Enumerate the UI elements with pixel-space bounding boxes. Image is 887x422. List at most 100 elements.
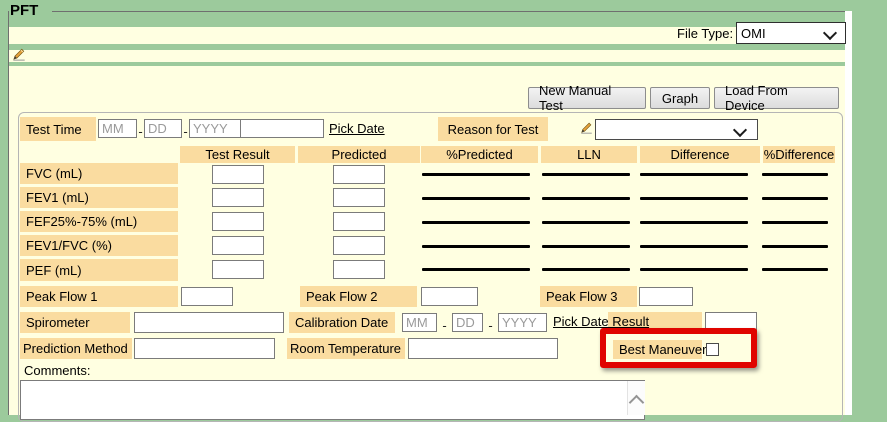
chevron-down-icon [732, 122, 748, 138]
row-label-fvc: FVC (mL) [20, 163, 178, 184]
pef-predicted-input[interactable] [333, 260, 385, 279]
empty-value-dash [762, 173, 828, 176]
comments-textarea[interactable] [20, 380, 645, 420]
date-separator: - [138, 124, 143, 139]
empty-value-dash [422, 173, 530, 176]
pick-date-result-link[interactable]: Pick Date Result [553, 314, 650, 329]
header-text: LLN [577, 147, 601, 162]
header-text: %Predicted [446, 147, 513, 162]
fvc-test-result-input[interactable] [212, 165, 264, 184]
col-header-pct-predicted: %Predicted [421, 146, 538, 163]
chevron-down-icon [822, 25, 838, 41]
load-from-device-button[interactable]: Load From Device [714, 83, 839, 113]
test-time-label: Test Time [20, 117, 96, 141]
prediction-method-text: Prediction Method [23, 341, 128, 356]
spirometer-input[interactable] [134, 312, 284, 333]
row-label-text: FEF25%-75% (mL) [26, 214, 138, 229]
row-label-fev1: FEV1 (mL) [20, 187, 178, 208]
header-text: Test Result [205, 147, 270, 162]
pick-date-link[interactable]: Pick Date [329, 121, 385, 136]
date-separator: - [442, 318, 447, 333]
pick-date-result-input[interactable] [705, 312, 757, 333]
graph-button[interactable]: Graph [650, 87, 710, 109]
fev1-predicted-input[interactable] [333, 188, 385, 207]
fieldset-border-left [8, 11, 9, 415]
test-day-input[interactable] [144, 119, 182, 138]
row-label-fef25-75: FEF25%-75% (mL) [20, 211, 178, 232]
empty-value-dash [542, 221, 630, 224]
pef-test-result-input[interactable] [212, 260, 264, 279]
col-header-test-result: Test Result [180, 146, 295, 163]
empty-value-dash [542, 173, 630, 176]
empty-value-dash [542, 197, 630, 200]
empty-value-dash [640, 197, 748, 200]
comments-scrollbar[interactable] [627, 381, 645, 415]
row-label-text: FEV1 (mL) [26, 190, 89, 205]
peak-flow-2-label: Peak Flow 2 [300, 286, 417, 307]
room-temperature-input[interactable] [408, 338, 558, 359]
room-temperature-label: Room Temperature [287, 338, 405, 359]
best-maneuver-label: Best Maneuver [613, 340, 706, 359]
calibration-month-input[interactable] [402, 313, 437, 332]
empty-value-dash [422, 221, 530, 224]
calibration-date-label: Calibration Date [289, 312, 395, 333]
row-label-text: PEF (mL) [26, 262, 82, 278]
new-manual-test-button[interactable]: New Manual Test [528, 83, 646, 113]
empty-value-dash [762, 268, 828, 271]
graph-label: Graph [661, 90, 699, 106]
col-header-predicted: Predicted [298, 146, 420, 163]
fef25-75-predicted-input[interactable] [333, 212, 385, 231]
peak-flow-3-text: Peak Flow 3 [546, 289, 618, 304]
file-type-select[interactable]: OMI [736, 22, 846, 44]
test-time-text: Test Time [26, 121, 82, 137]
spirometer-label: Spirometer [20, 312, 130, 333]
peak-flow-2-input[interactable] [421, 287, 478, 306]
prediction-method-label: Prediction Method [20, 338, 132, 359]
fef25-75-test-result-input[interactable] [212, 212, 264, 231]
file-type-value: OMI [741, 25, 766, 41]
edit-icon[interactable] [12, 47, 26, 61]
empty-value-dash [640, 221, 748, 224]
empty-value-dash [542, 268, 630, 271]
empty-value-dash [422, 245, 530, 248]
pick-date-result-bg [608, 312, 702, 333]
edit-icon[interactable] [580, 121, 593, 134]
peak-flow-1-label: Peak Flow 1 [20, 286, 178, 307]
load-from-device-label: Load From Device [725, 83, 788, 113]
fev1-fvc-test-result-input[interactable] [212, 236, 264, 255]
right-gutter [845, 11, 852, 415]
fvc-predicted-input[interactable] [333, 165, 385, 184]
test-time-input[interactable] [240, 119, 324, 138]
best-maneuver-text: Best Maneuver [619, 342, 707, 357]
calibration-date-group: - - [402, 313, 547, 335]
col-header-pct-difference: %Difference [763, 146, 835, 163]
calibration-day-input[interactable] [452, 313, 483, 332]
best-maneuver-checkbox[interactable] [706, 343, 719, 356]
empty-value-dash [762, 197, 828, 200]
reason-for-test-select[interactable] [595, 119, 758, 140]
peak-flow-1-text: Peak Flow 1 [26, 289, 98, 304]
col-header-difference: Difference [640, 146, 760, 163]
calibration-year-input[interactable] [498, 313, 547, 332]
fev1-test-result-input[interactable] [212, 188, 264, 207]
reason-for-test-text: Reason for Test [447, 121, 539, 137]
date-separator: - [488, 318, 493, 333]
calibration-date-text: Calibration Date [295, 315, 389, 330]
spirometer-text: Spirometer [26, 315, 90, 330]
header-text: Predicted [331, 147, 387, 162]
empty-value-dash [640, 173, 748, 176]
edit-bar [9, 50, 845, 62]
new-manual-test-label: New Manual Test [539, 83, 612, 113]
file-type-label: File Type: [677, 26, 734, 41]
comments-label: Comments: [24, 363, 91, 378]
file-type-bar [9, 27, 845, 44]
peak-flow-1-input[interactable] [181, 287, 233, 306]
peak-flow-3-input[interactable] [639, 287, 693, 306]
empty-value-dash [640, 245, 748, 248]
empty-value-dash [762, 245, 828, 248]
prediction-method-input[interactable] [134, 338, 275, 359]
fev1-fvc-predicted-input[interactable] [333, 236, 385, 255]
test-month-input[interactable] [98, 119, 137, 138]
test-year-input[interactable] [189, 119, 241, 138]
